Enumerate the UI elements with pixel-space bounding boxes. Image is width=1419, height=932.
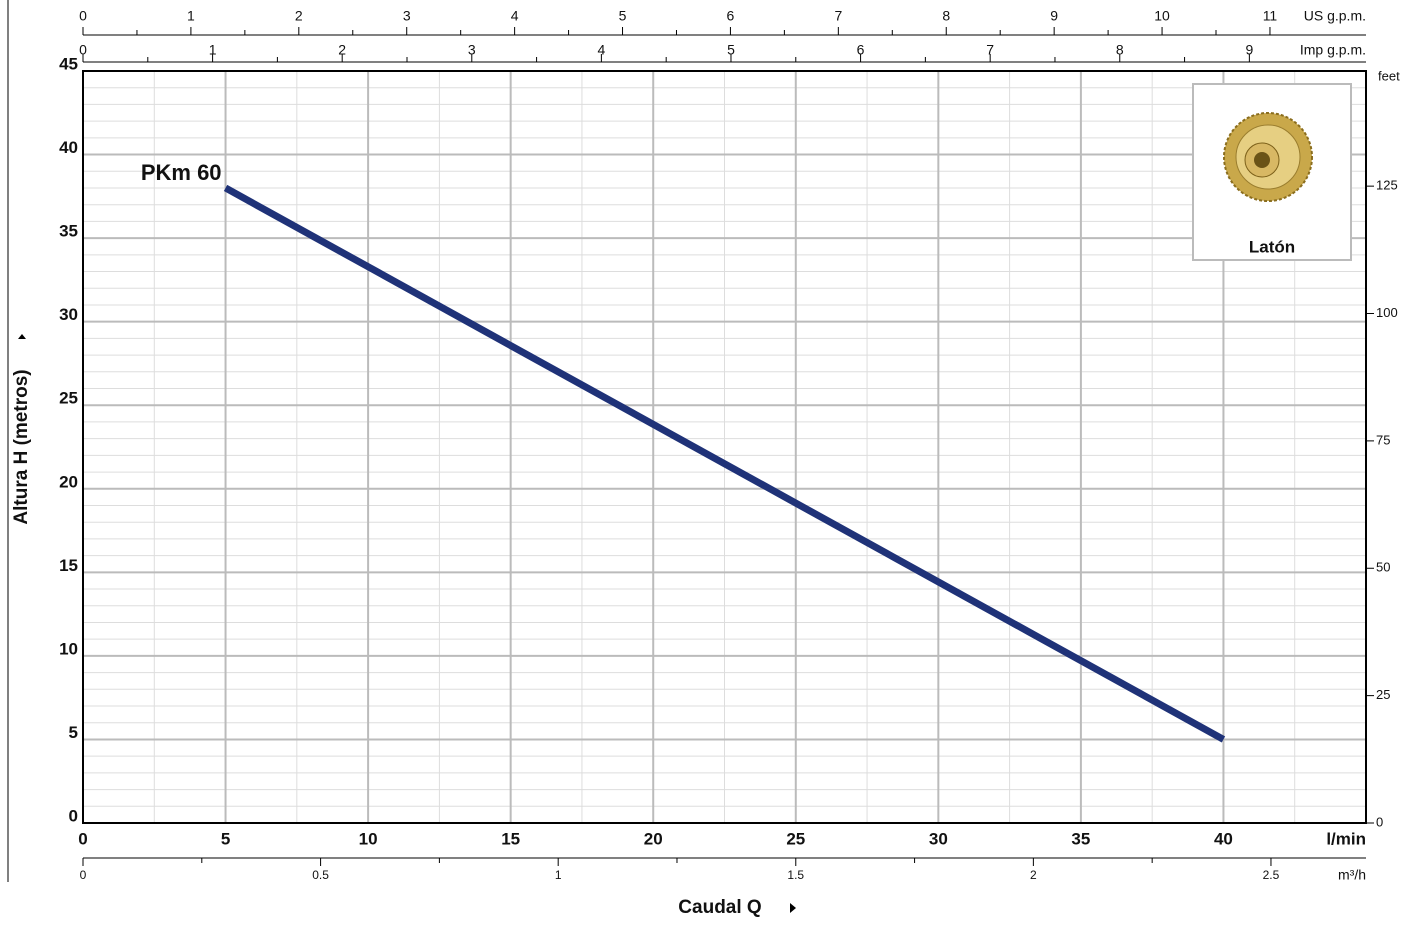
tick-label: 8 xyxy=(942,8,950,24)
y2-tick-label: 100 xyxy=(1376,305,1398,320)
tick-label: 0 xyxy=(79,42,87,58)
x-unit: l/min xyxy=(1326,829,1366,848)
series-label: PKm 60 xyxy=(141,160,222,185)
tick-label: 0 xyxy=(79,8,87,24)
x-tick-label: 5 xyxy=(221,829,230,848)
x-tick-label: 20 xyxy=(644,829,663,848)
tick-label: 4 xyxy=(597,42,605,58)
tick-label: 3 xyxy=(468,42,476,58)
tick-label: 3 xyxy=(403,8,411,24)
tick-label: 2 xyxy=(1030,868,1037,882)
y2-tick-label: 25 xyxy=(1376,687,1390,702)
x-tick-label: 15 xyxy=(501,829,520,848)
tick-label: 2 xyxy=(295,8,303,24)
grid xyxy=(82,70,1366,824)
y-tick-label: 15 xyxy=(59,556,78,575)
tick-label: 9 xyxy=(1050,8,1058,24)
y-tick-label: 25 xyxy=(59,389,78,408)
x-tick-label: 10 xyxy=(359,829,378,848)
tick-label: 1 xyxy=(209,42,217,58)
inset: Latón xyxy=(1192,83,1352,261)
tick-label: 8 xyxy=(1116,42,1124,58)
y-axis-label: Altura H (metros) xyxy=(11,369,32,524)
y-tick-label: 10 xyxy=(59,639,78,658)
tick-label: 5 xyxy=(619,8,627,24)
y-tick-label: 0 xyxy=(69,806,78,825)
x-tick-label: 0 xyxy=(78,829,87,848)
axis-unit: Imp g.p.m. xyxy=(1300,42,1366,58)
tick-label: 7 xyxy=(834,8,842,24)
tick-label: 6 xyxy=(857,42,865,58)
tick-label: 0.5 xyxy=(312,868,329,882)
y2-tick-label: 75 xyxy=(1376,432,1390,447)
inset-label: Latón xyxy=(1249,237,1295,256)
tick-label: 4 xyxy=(511,8,519,24)
tick-label: 1 xyxy=(187,8,195,24)
x-tick-label: 40 xyxy=(1214,829,1233,848)
tick-label: 11 xyxy=(1263,8,1278,24)
curve xyxy=(223,184,1226,743)
tick-label: 2 xyxy=(338,42,346,58)
tick-label: 10 xyxy=(1154,8,1170,24)
y2-tick-label: 0 xyxy=(1376,814,1383,829)
tick-label: 6 xyxy=(727,8,735,24)
x-tick-label: 35 xyxy=(1071,829,1090,848)
tick-label: 0 xyxy=(80,868,87,882)
y-tick-label: 40 xyxy=(59,138,78,157)
y2-tick-label: 50 xyxy=(1376,560,1390,575)
tick-label: 1 xyxy=(555,868,562,882)
y-tick-label: 20 xyxy=(59,472,78,491)
y-tick-label: 30 xyxy=(59,305,78,324)
axis-unit: feet xyxy=(1378,68,1400,83)
axis-unit: US g.p.m. xyxy=(1304,8,1366,24)
tick-label: 5 xyxy=(727,42,735,58)
x-tick-label: 30 xyxy=(929,829,948,848)
tick-label: 9 xyxy=(1245,42,1253,58)
tick-label: 1.5 xyxy=(787,868,804,882)
x-tick-label: 25 xyxy=(786,829,805,848)
arrow xyxy=(790,903,796,913)
plot-border xyxy=(82,70,1367,824)
arrow xyxy=(18,334,26,339)
tick-label: 7 xyxy=(986,42,994,58)
y-tick-label: 45 xyxy=(59,54,78,73)
tick-label: 2.5 xyxy=(1263,868,1280,882)
axis-unit: m³/h xyxy=(1338,867,1366,883)
impeller xyxy=(1254,152,1270,168)
x-axis-label: Caudal Q xyxy=(678,897,761,918)
y2-tick-label: 125 xyxy=(1376,178,1398,193)
y-tick-label: 5 xyxy=(69,723,78,742)
y-tick-label: 35 xyxy=(59,222,78,241)
